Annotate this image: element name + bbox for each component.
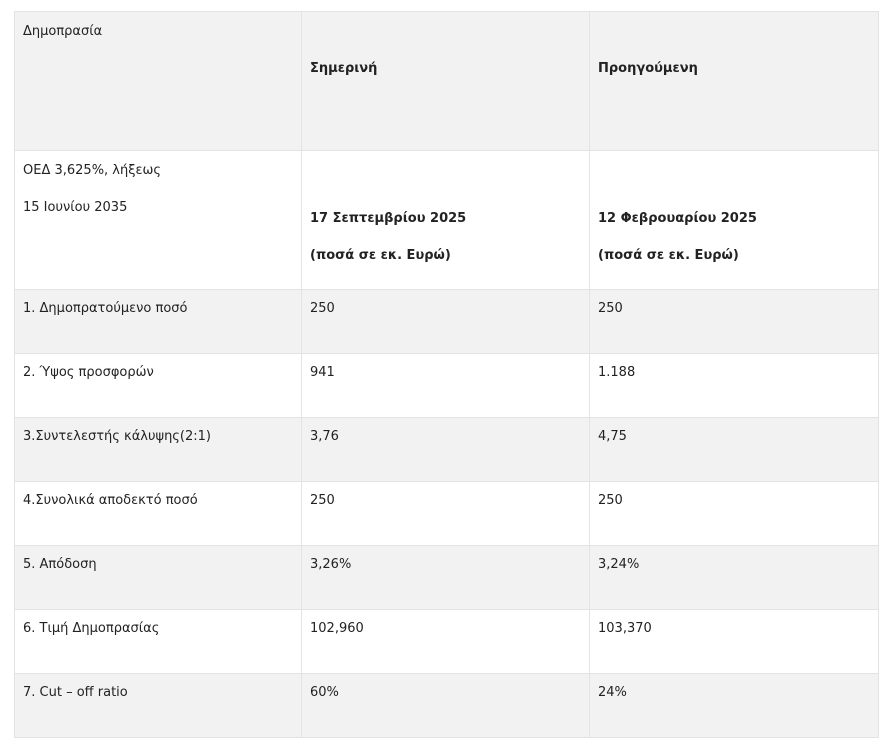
row-current-value: 941: [301, 353, 590, 418]
header-current: Σημερινή: [310, 61, 378, 76]
row-previous-value: 103,370: [589, 609, 879, 674]
table-row: 5. Απόδοση 3,26% 3,24%: [14, 545, 879, 610]
row-current-value: 3,76: [301, 417, 590, 482]
current-auction-cell: 17 Σεπτεμβρίου 2025 (ποσά σε εκ. Ευρώ): [301, 150, 590, 290]
table-row: 1. Δημοπρατούμενο ποσό 250 250: [14, 289, 879, 354]
bond-info-row: ΟΕΔ 3,625%, λήξεως 15 Ιουνίου 2035 17 Σε…: [14, 150, 879, 290]
header-label-cell: Δημοπρασία: [14, 11, 302, 151]
previous-auction-cell: 12 Φεβρουαρίου 2025 (ποσά σε εκ. Ευρώ): [589, 150, 879, 290]
row-previous-value: 250: [589, 481, 879, 546]
table-row: 7. Cut – off ratio 60% 24%: [14, 673, 879, 738]
row-previous-value: 3,24%: [589, 545, 879, 610]
bond-name-line2: 15 Ιουνίου 2035: [23, 200, 128, 215]
row-label: 7. Cut – off ratio: [14, 673, 302, 738]
row-current-value: 250: [301, 289, 590, 354]
table-row: 3.Συντελεστής κάλυψης(2:1) 3,76 4,75: [14, 417, 879, 482]
row-label: 4.Συνολικά αποδεκτό ποσό: [14, 481, 302, 546]
row-previous-value: 4,75: [589, 417, 879, 482]
row-label: 1. Δημοπρατούμενο ποσό: [14, 289, 302, 354]
current-auction-date: 17 Σεπτεμβρίου 2025: [310, 211, 467, 226]
table-row: 4.Συνολικά αποδεκτό ποσό 250 250: [14, 481, 879, 546]
table-row: 2. Ύψος προσφορών 941 1.188: [14, 353, 879, 418]
auction-results-table: Δημοπρασία Σημερινή Προηγούμενη ΟΕΔ 3,62…: [14, 11, 879, 738]
row-label: 2. Ύψος προσφορών: [14, 353, 302, 418]
row-current-value: 250: [301, 481, 590, 546]
row-label: 5. Απόδοση: [14, 545, 302, 610]
row-current-value: 3,26%: [301, 545, 590, 610]
table-header-row: Δημοπρασία Σημερινή Προηγούμενη: [14, 11, 879, 151]
row-current-value: 60%: [301, 673, 590, 738]
row-previous-value: 1.188: [589, 353, 879, 418]
table-row: 6. Τιμή Δημοπρασίας 102,960 103,370: [14, 609, 879, 674]
current-auction-unit: (ποσά σε εκ. Ευρώ): [310, 248, 451, 263]
row-label: 3.Συντελεστής κάλυψης(2:1): [14, 417, 302, 482]
header-label: Δημοπρασία: [23, 24, 103, 39]
header-previous: Προηγούμενη: [598, 61, 698, 76]
bond-name-line1: ΟΕΔ 3,625%, λήξεως: [23, 163, 162, 178]
header-previous-cell: Προηγούμενη: [589, 11, 879, 151]
header-current-cell: Σημερινή: [301, 11, 590, 151]
row-label: 6. Τιμή Δημοπρασίας: [14, 609, 302, 674]
previous-auction-date: 12 Φεβρουαρίου 2025: [598, 211, 757, 226]
row-previous-value: 24%: [589, 673, 879, 738]
previous-auction-unit: (ποσά σε εκ. Ευρώ): [598, 248, 739, 263]
bond-name-cell: ΟΕΔ 3,625%, λήξεως 15 Ιουνίου 2035: [14, 150, 302, 290]
row-previous-value: 250: [589, 289, 879, 354]
row-current-value: 102,960: [301, 609, 590, 674]
